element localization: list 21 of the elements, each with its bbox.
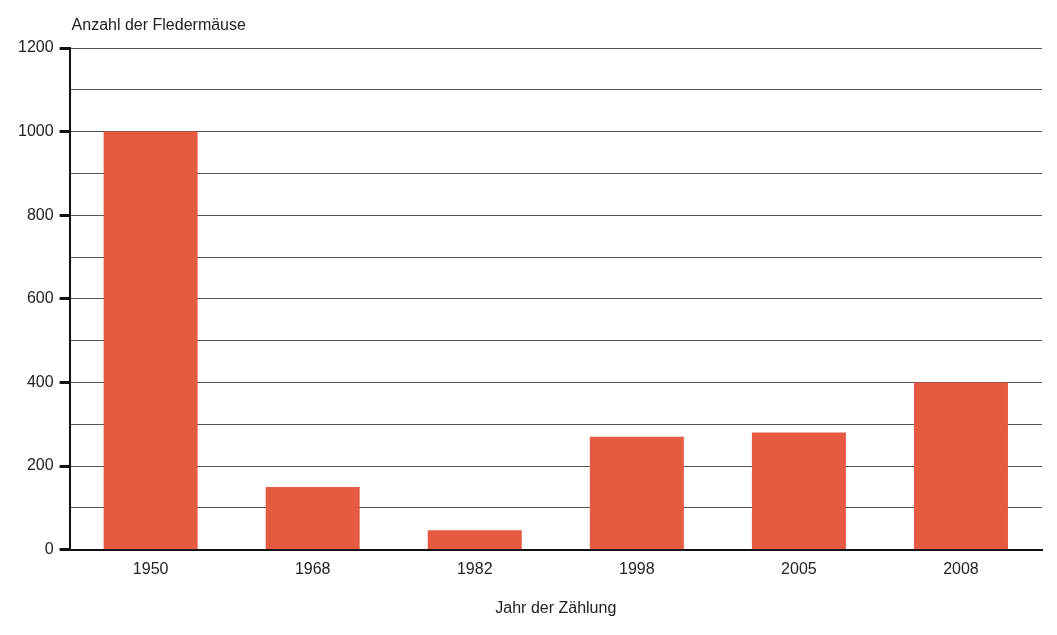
y-tick-label: 600 [26,289,54,307]
bar [751,432,846,550]
x-tick-label: 2008 [943,559,979,577]
y-tick-label: 400 [26,372,54,390]
bar [427,530,522,550]
y-tick-label: 0 [44,540,54,558]
y-tick-label: 200 [26,456,54,474]
x-tick-label: 1950 [132,559,169,577]
x-tick-label: 1982 [456,559,493,577]
x-axis-title: Jahr der Zählung [495,598,617,616]
x-tick-label: 1968 [294,559,331,577]
y-axis-title: Anzahl der Fledermäuse [71,16,247,34]
bar [103,131,198,550]
bar [589,436,684,550]
x-tick-label: 2005 [781,559,817,577]
bar [913,382,1008,550]
y-tick-label: 1000 [18,122,54,140]
y-tick-label: 800 [26,205,54,223]
x-tick-label: 1998 [619,559,655,577]
bar [265,486,360,550]
y-tick-label: 1200 [18,38,54,56]
